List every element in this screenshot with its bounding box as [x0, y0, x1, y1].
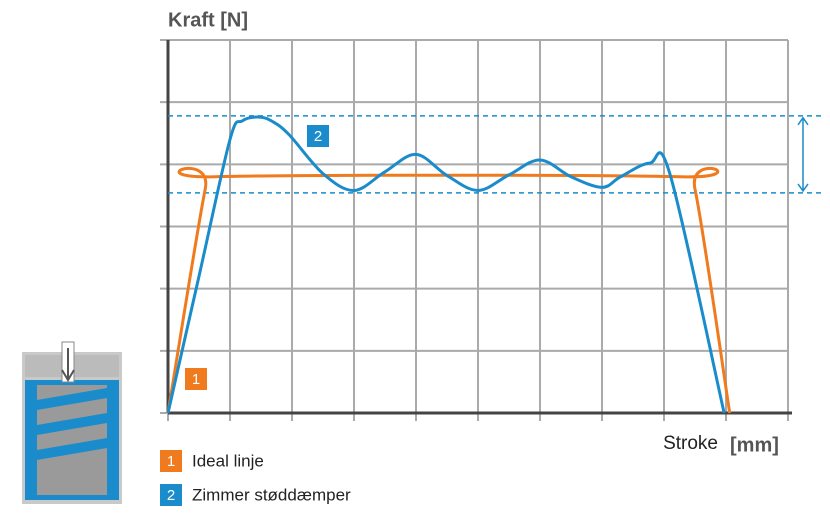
legend-label: Ideal linje: [192, 451, 264, 470]
series-line: [166, 166, 732, 414]
x-axis-unit: [mm]: [730, 434, 779, 456]
legend-box: [160, 450, 182, 472]
series-line: [166, 115, 726, 414]
series-badge: 1: [192, 371, 200, 388]
range-arrow: [797, 116, 809, 193]
legend-badge: 1: [167, 453, 175, 470]
shock-absorber-icon: [22, 341, 122, 504]
legend-box: [160, 484, 182, 506]
series-badge-box: [307, 125, 329, 147]
legend-badge: 2: [167, 487, 175, 504]
x-axis-label: Stroke: [663, 433, 718, 454]
series-badge: 2: [314, 128, 322, 145]
legend-label: Zimmer støddæmper: [192, 485, 351, 504]
series-badge-box: [185, 368, 207, 390]
y-axis-label: Kraft [N]: [168, 9, 248, 31]
